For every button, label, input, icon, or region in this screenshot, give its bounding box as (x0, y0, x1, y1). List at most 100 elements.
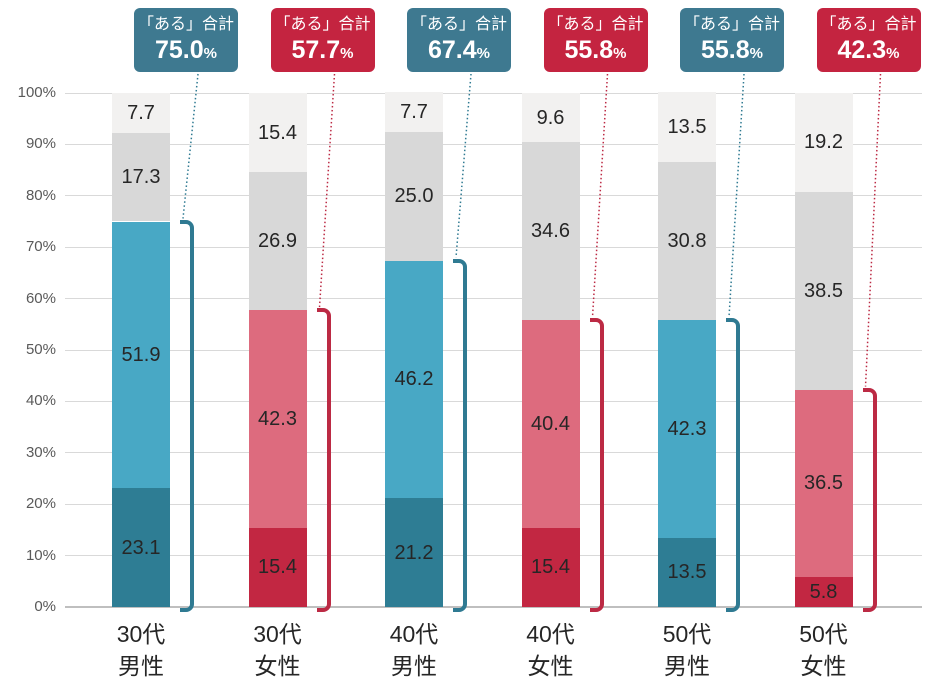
callout-percentage: 55.8% (544, 35, 648, 69)
gridline (65, 452, 922, 454)
bar-segment-value: 26.9 (258, 230, 297, 253)
gridline (65, 400, 922, 402)
bar-segment (248, 93, 307, 173)
percent-sign: % (476, 45, 490, 62)
bar-segment-value: 9.6 (536, 106, 565, 129)
bar-segment-value: 21.2 (394, 541, 434, 564)
callout-connector-line (318, 73, 336, 308)
bar-segment-value: 23.1 (121, 536, 161, 559)
bar-segment-value: 40.4 (531, 413, 570, 436)
category-age-line: 30代 (253, 621, 302, 647)
bar-segment-value: 15.4 (531, 556, 570, 579)
category-gender-line: 男性 (391, 653, 437, 679)
percent-sign: % (749, 45, 763, 62)
bar-segment-value: 7.7 (127, 101, 155, 124)
percent-sign: % (886, 45, 900, 62)
bar-segment (385, 498, 443, 607)
aru-total-bracket (726, 318, 740, 612)
y-axis-tick-label: 90% (25, 135, 56, 153)
category-gender-line: 女性 (254, 653, 301, 679)
aru-total-callout: 「ある」合計 57.7% (270, 8, 375, 72)
aru-total-callout: 「ある」合計 55.8% (543, 8, 648, 72)
bar-segment (794, 191, 853, 390)
percent-sign: % (613, 45, 627, 62)
y-axis-tick-label: 10% (25, 546, 56, 564)
x-axis-line (65, 606, 922, 608)
bar-segment-value: 42.3 (258, 408, 297, 431)
callout-percentage: 75.0% (134, 35, 238, 69)
x-axis-category-label: 30代女性 (213, 618, 343, 682)
bar-segment (385, 260, 443, 499)
y-axis-tick-label: 60% (25, 289, 56, 307)
bar-segment (658, 161, 716, 321)
gridline (65, 298, 922, 300)
bar-segment (521, 142, 580, 321)
bar-segment (658, 320, 716, 538)
bar-segment-value: 38.5 (804, 279, 843, 302)
bar-segment (658, 92, 716, 162)
aru-total-bracket (316, 308, 331, 612)
bar-segment-value: 34.6 (531, 220, 570, 243)
percent-sign: % (340, 45, 354, 62)
bar-segment (658, 537, 716, 607)
bar-segment (521, 320, 580, 528)
bar-segment (794, 577, 853, 607)
category-age-line: 40代 (526, 621, 575, 647)
aru-total-callout: 「ある」合計 42.3% (816, 8, 921, 72)
gridline (65, 195, 922, 197)
bar-segment-value: 13.5 (667, 561, 707, 584)
aru-total-callout: 「ある」合計 67.4% (407, 8, 511, 72)
x-axis-category-label: 30代 男性 (76, 618, 206, 682)
category-gender-line: 女性 (527, 653, 574, 679)
bar-segment (794, 389, 853, 578)
aru-total-bracket (589, 318, 604, 612)
bar-segment (248, 527, 307, 607)
x-axis-category-label: 50代 女性 (759, 618, 889, 682)
bar-segment (385, 132, 443, 261)
bar-segment-value: 19.2 (804, 131, 843, 154)
bar-segment-value: 46.2 (394, 368, 434, 391)
callout-title: 「ある」合計 (410, 16, 507, 33)
bar-segment (248, 172, 307, 311)
callout-title: 「ある」合計 (274, 16, 371, 33)
callout-title: 「ある」合計 (683, 16, 780, 33)
bar-segment (112, 488, 170, 607)
aru-total-callout: 「ある」合計 75.0% (134, 8, 238, 72)
aru-total-bracket (180, 219, 194, 612)
gridline (65, 246, 922, 248)
gridline (65, 143, 922, 145)
callout-title: 「ある」合計 (820, 16, 917, 33)
y-axis-tick-label: 100% (17, 84, 56, 101)
bar-segment-value: 13.5 (667, 116, 707, 139)
callout-percentage-value: 67.4 (427, 36, 477, 64)
bar-segment (385, 92, 443, 133)
callout-percentage: 57.7% (271, 35, 375, 69)
gridline (65, 503, 922, 505)
y-axis-tick-label: 0% (34, 598, 56, 615)
callout-percentage: 55.8% (680, 35, 784, 69)
callout-title: 「ある」合計 (547, 16, 644, 33)
bar-segment-value: 30.8 (667, 230, 707, 253)
y-axis-tick-label: 30% (25, 443, 56, 461)
y-axis-tick-label: 40% (25, 392, 56, 410)
bar-segment (112, 221, 170, 489)
y-axis-tick-label: 80% (25, 186, 56, 204)
y-axis-tick-label: 70% (25, 238, 56, 256)
bar-segment-value: 42.3 (667, 417, 707, 440)
category-age-line: 30代 (116, 621, 166, 647)
bar-segment (248, 310, 307, 528)
bar-segment (112, 93, 170, 133)
callout-title: 「ある」合計 (137, 16, 234, 33)
x-axis-category-label: 40代女性 (486, 618, 616, 682)
bar-segment-value: 7.7 (400, 101, 428, 124)
callout-percentage: 42.3% (817, 35, 921, 69)
category-age-line: 50代 (799, 621, 848, 647)
bar-segment-value: 5.8 (809, 581, 838, 604)
x-axis-category-label: 50代 男性 (622, 618, 752, 682)
gridline (65, 555, 922, 557)
callout-percentage-value: 75.0 (154, 36, 204, 64)
bar-segment-value: 15.4 (258, 121, 297, 144)
gridline (65, 349, 922, 351)
aru-total-bracket (862, 387, 877, 612)
category-gender-line: 男性 (664, 653, 710, 679)
